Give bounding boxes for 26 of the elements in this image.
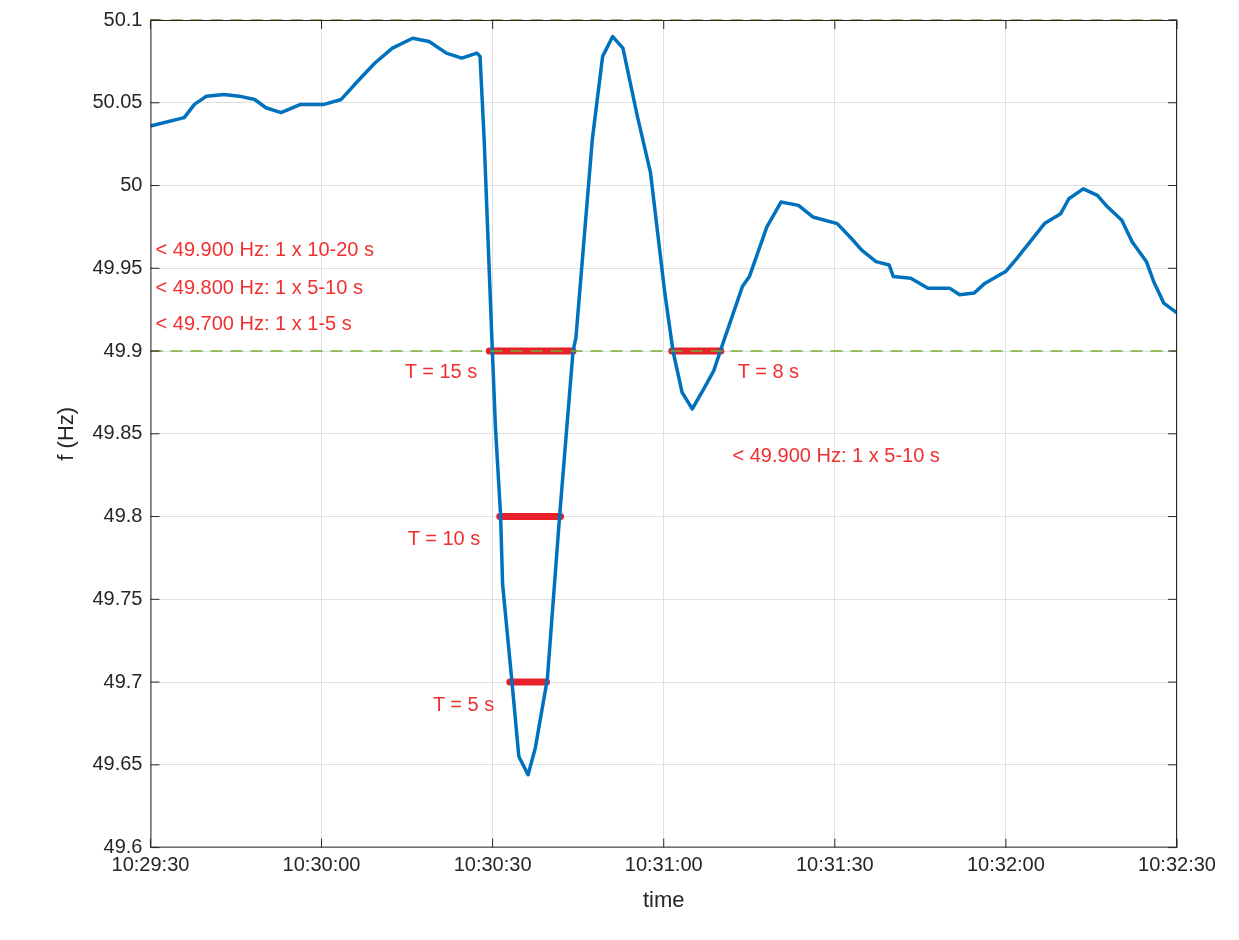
x-tick-label: 10:32:00 [966, 853, 1045, 876]
y-tick-label: 50.1 [103, 7, 143, 30]
x-tick-label: 10:31:00 [624, 853, 703, 876]
y-tick-label: 49.9 [103, 338, 143, 361]
x-axis-title: time [642, 886, 685, 912]
x-tick-label: 10:30:00 [282, 853, 361, 876]
y-tick-label: 49.8 [103, 504, 143, 527]
y-tick-label: 49.85 [92, 421, 143, 444]
annotation: < 49.900 Hz: 1 x 10-20 s [155, 237, 375, 260]
x-tick-label: 10:32:30 [1138, 853, 1216, 876]
annotation: < 49.700 Hz: 1 x 1-5 s [155, 312, 352, 335]
y-tick-label: 50.05 [92, 90, 143, 113]
y-tick-label: 49.95 [92, 255, 143, 278]
annotation: < 49.800 Hz: 1 x 5-10 s [155, 276, 363, 299]
y-tick-label: 49.7 [103, 669, 143, 692]
annotation: T = 10 s [407, 527, 481, 550]
annotation: T = 15 s [404, 360, 478, 383]
x-tick-label: 10:31:30 [795, 853, 874, 876]
x-tick-label: 10:30:30 [453, 853, 532, 876]
annotation: T = 8 s [737, 360, 800, 383]
annotation: < 49.900 Hz: 1 x 5-10 s [732, 444, 940, 467]
annotation: T = 5 s [432, 692, 495, 715]
y-tick-label: 50 [120, 173, 143, 196]
y-axis-title: f (Hz) [53, 406, 79, 461]
y-tick-label: 49.65 [92, 752, 143, 775]
y-tick-label: 49.75 [92, 586, 143, 609]
